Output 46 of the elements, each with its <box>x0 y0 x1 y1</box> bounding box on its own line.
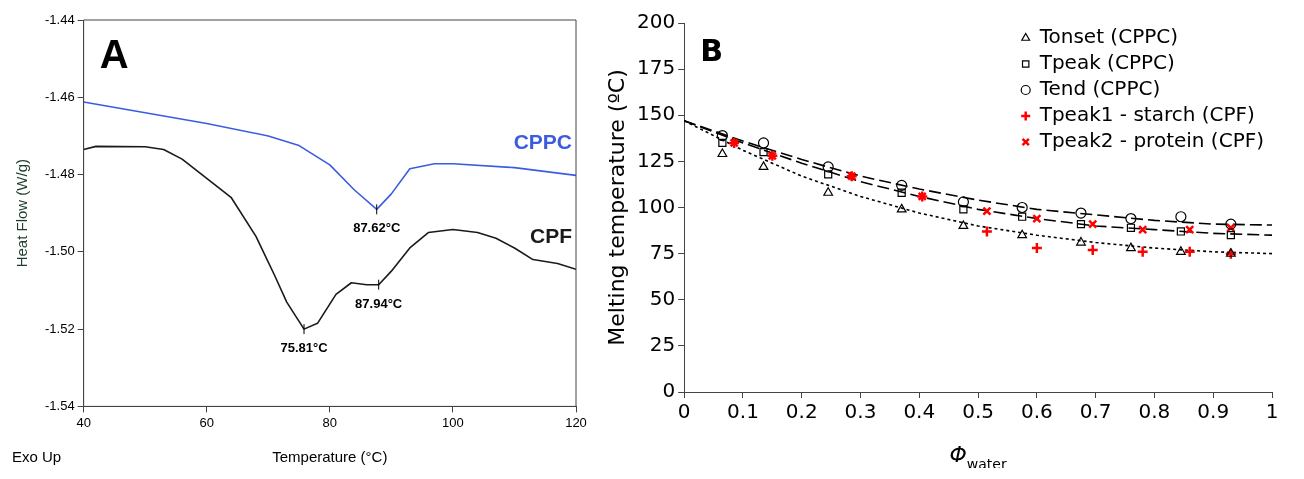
y-tick-label: 25 <box>649 332 676 357</box>
x-tick-label: 1 <box>1265 399 1279 424</box>
y-axis-title: Melting temperature (ºC) <box>604 69 629 346</box>
y-tick-label: 0 <box>662 378 676 403</box>
x-tick-label: 0.2 <box>785 399 818 424</box>
y-tick-label: 150 <box>636 101 676 126</box>
annotation: 87.62°C <box>353 220 401 236</box>
x-axis-title: Temperature (°C) <box>272 448 388 465</box>
y-tick-label: -1.54 <box>44 397 75 413</box>
x-tick-label: 0.4 <box>903 399 936 424</box>
annotation: 75.81°C <box>280 340 329 356</box>
y-tick-label: 125 <box>636 147 676 172</box>
y-tick-label: 200 <box>636 9 676 34</box>
series-label: CPF <box>530 224 573 248</box>
x-tick-label: 80 <box>322 414 338 430</box>
chart-title: B <box>700 33 724 68</box>
legend-label: Tpeak (CPPC) <box>1038 50 1175 75</box>
y-tick-label: -1.44 <box>44 11 75 27</box>
legend-label: Tpeak2 - protein (CPF) <box>1038 128 1264 153</box>
x-tick-label: 40 <box>76 414 91 430</box>
x-tick-label: 0.7 <box>1079 399 1112 424</box>
y-tick-label: -1.52 <box>44 320 75 336</box>
legend-label: Tpeak1 - starch (CPF) <box>1038 102 1255 127</box>
y-axis-title: Heat Flow (W/g) <box>13 159 30 268</box>
x-tick-label: 60 <box>199 414 214 430</box>
x-tick-label: 0.6 <box>1020 399 1053 424</box>
y-tick-label: 175 <box>636 55 676 80</box>
x-tick-label: 100 <box>442 414 464 430</box>
x-tick-label: 0.5 <box>962 399 994 424</box>
annotation: 87.94°C <box>355 295 403 311</box>
text: Exo Up <box>12 448 62 465</box>
y-tick-label: 100 <box>636 193 676 218</box>
x-tick-label: 0.1 <box>727 399 759 424</box>
y-tick-label: 50 <box>649 285 676 310</box>
legend-label: Tonset (CPPC) <box>1038 24 1179 49</box>
x-tick-label: 0.8 <box>1138 399 1171 424</box>
chart-title: A <box>99 32 129 76</box>
x-tick-label: 120 <box>565 414 587 430</box>
x-tick-label: 0.9 <box>1197 399 1230 424</box>
y-tick-label: -1.50 <box>44 243 75 259</box>
series-label: CPPC <box>513 130 572 154</box>
x-tick-label: 0.3 <box>844 399 877 424</box>
y-tick-label: -1.46 <box>44 88 75 104</box>
legend-label: Tend (CPPC) <box>1038 76 1161 101</box>
y-tick-label: -1.48 <box>44 166 75 182</box>
y-tick-label: 75 <box>649 239 676 264</box>
